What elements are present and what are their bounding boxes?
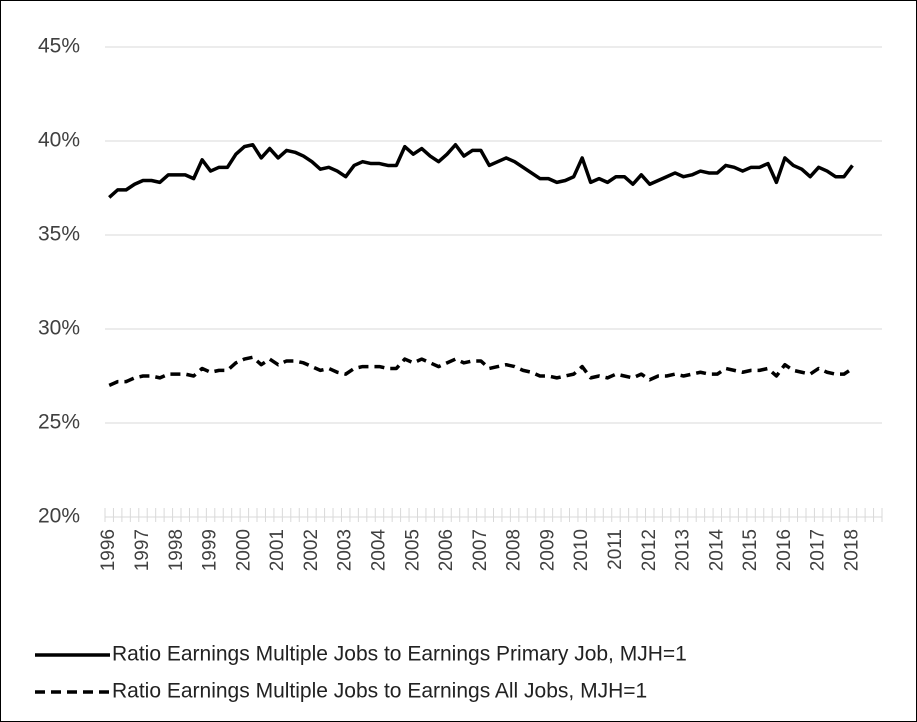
x-tick-label: 2004: [368, 529, 389, 572]
x-tick-label: 2014: [706, 529, 727, 572]
x-tick-label: 2009: [537, 529, 558, 571]
series-line: [108, 143, 854, 199]
x-tick-label: 2017: [808, 529, 829, 571]
y-tick-label: 40%: [38, 129, 80, 152]
x-tick-label: 2018: [841, 529, 862, 571]
x-tick-label: 2011: [605, 529, 626, 570]
x-tick-label: 2000: [233, 529, 254, 571]
x-tick-label: 2010: [571, 529, 592, 571]
x-tick-label: 2016: [774, 529, 795, 571]
x-tick-label: 2003: [335, 529, 356, 571]
legend-label: Ratio Earnings Multiple Jobs to Earnings…: [112, 643, 687, 666]
x-tick-label: 2005: [402, 529, 423, 571]
x-tick-label: 2002: [301, 529, 322, 571]
x-tick-label: 2013: [673, 529, 694, 571]
y-tick-label: 30%: [38, 317, 80, 340]
y-tick-label: 20%: [38, 505, 80, 528]
x-tick-label: 2006: [436, 529, 457, 571]
x-tick-label: 2015: [740, 529, 761, 571]
x-tick-label: 1997: [132, 529, 153, 571]
x-tick-label: 1996: [98, 529, 119, 571]
x-tick-label: 2012: [639, 529, 660, 571]
x-tick-label: 1998: [166, 529, 187, 571]
x-tick-label: 2007: [470, 529, 491, 571]
x-tick-label: 2008: [504, 529, 525, 571]
legend-label: Ratio Earnings Multiple Jobs to Earnings…: [112, 680, 647, 703]
x-tick-label: 2001: [267, 529, 288, 571]
y-tick-label: 45%: [38, 35, 80, 58]
y-tick-label: 35%: [38, 223, 80, 246]
y-tick-label: 25%: [38, 411, 80, 434]
series-line: [108, 355, 854, 387]
x-tick-label: 1999: [200, 529, 221, 571]
